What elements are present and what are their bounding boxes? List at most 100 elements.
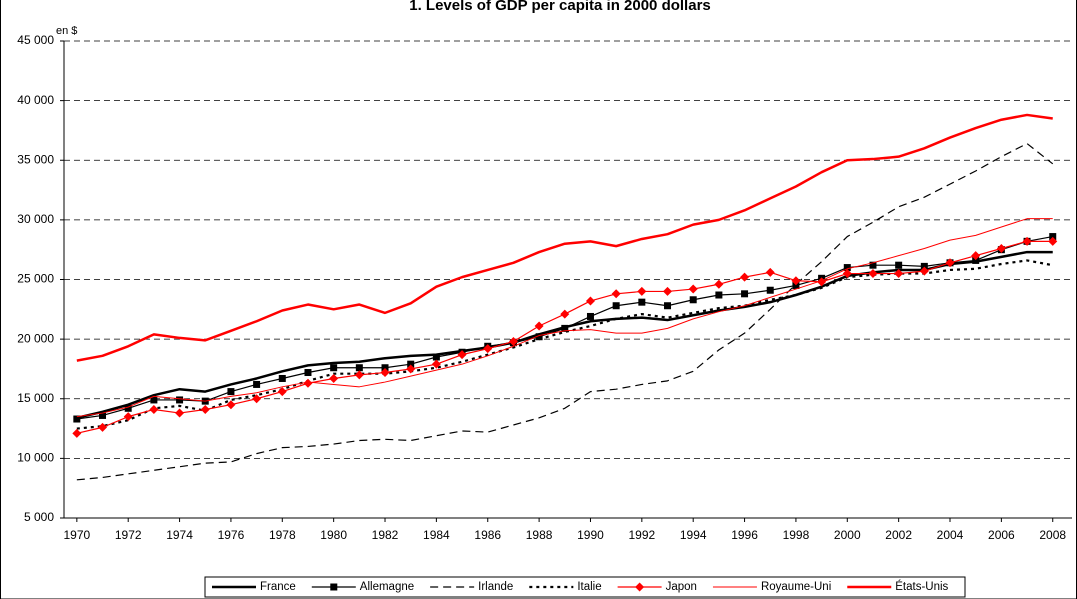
marker <box>792 281 800 289</box>
marker <box>843 264 851 272</box>
marker <box>1048 236 1058 246</box>
marker <box>175 408 185 418</box>
series <box>73 233 1057 423</box>
marker <box>766 286 774 294</box>
y-tick-label: 15 000 <box>17 391 54 405</box>
marker <box>741 290 749 298</box>
marker <box>330 583 338 591</box>
marker <box>406 364 416 374</box>
y-tick-label: 45 000 <box>17 33 54 47</box>
marker <box>72 428 82 438</box>
marker <box>868 269 878 279</box>
marker <box>688 284 698 294</box>
marker <box>73 415 81 423</box>
legend: France Allemagne Irlande Italie Japon Royaume… <box>204 576 966 598</box>
y-tick-label: 30 000 <box>17 212 54 226</box>
y-unit-label: en $ <box>56 25 77 37</box>
y-tick-label: 25 000 <box>17 272 54 286</box>
marker <box>635 582 645 592</box>
marker <box>432 353 440 361</box>
line <box>76 113 1053 362</box>
marker <box>304 369 312 377</box>
x-tick-label: 1992 <box>628 528 655 542</box>
marker <box>895 261 903 269</box>
marker <box>945 258 955 268</box>
x-tick-label: 1974 <box>166 528 193 542</box>
y-tick-label: 40 000 <box>17 93 54 107</box>
legend-label: Irlande <box>478 581 513 593</box>
x-tick-label: 1972 <box>115 528 142 542</box>
marker <box>176 396 184 404</box>
marker <box>483 344 493 354</box>
marker <box>227 388 235 396</box>
x-tick-label: 1976 <box>218 528 245 542</box>
series <box>76 142 1054 481</box>
marker <box>638 298 646 306</box>
series <box>76 113 1053 362</box>
marker <box>253 380 261 388</box>
series <box>76 259 1053 430</box>
marker <box>99 411 107 419</box>
marker <box>277 387 287 397</box>
marker <box>972 256 980 264</box>
marker <box>765 267 775 277</box>
x-tick-label: 1978 <box>269 528 296 542</box>
marker <box>381 364 389 372</box>
marker <box>380 368 390 378</box>
x-tick-label: 2008 <box>1039 528 1066 542</box>
marker <box>534 321 544 331</box>
marker <box>919 266 929 276</box>
marker <box>508 337 518 347</box>
marker <box>561 324 569 332</box>
marker <box>869 261 877 269</box>
x-tick-label: 1994 <box>680 528 707 542</box>
x-tick-label: 1990 <box>577 528 604 542</box>
marker <box>637 286 647 296</box>
legend-label: Allemagne <box>360 581 414 593</box>
line <box>76 142 1054 481</box>
marker <box>407 360 415 368</box>
marker <box>124 404 132 412</box>
marker <box>1049 233 1057 241</box>
legend-label: États-Unis <box>895 580 948 593</box>
x-tick-label: 1998 <box>783 528 810 542</box>
chart-title: 1. Levels of GDP per capita in 2000 doll… <box>409 0 711 14</box>
line <box>76 259 1053 430</box>
marker <box>329 373 339 383</box>
marker <box>714 279 724 289</box>
x-tick-label: 2000 <box>834 528 861 542</box>
x-tick-label: 1984 <box>423 528 450 542</box>
marker <box>971 251 981 261</box>
marker <box>457 350 467 360</box>
marker <box>278 374 286 382</box>
marker <box>431 359 441 369</box>
marker <box>252 394 262 404</box>
x-tick-label: 1982 <box>372 528 399 542</box>
marker <box>560 309 570 319</box>
marker <box>791 276 801 286</box>
marker <box>996 243 1006 253</box>
y-tick-label: 35 000 <box>17 152 54 166</box>
x-tick-label: 1996 <box>731 528 758 542</box>
marker <box>200 404 210 414</box>
marker <box>149 404 159 414</box>
x-tick-label: 1988 <box>526 528 553 542</box>
marker <box>663 286 673 296</box>
marker <box>664 302 672 310</box>
marker <box>842 269 852 279</box>
marker <box>1022 236 1032 246</box>
marker <box>303 378 313 388</box>
marker <box>355 364 363 372</box>
marker <box>330 364 338 372</box>
marker <box>123 412 133 422</box>
x-tick-label: 1970 <box>63 528 90 542</box>
marker <box>612 302 620 310</box>
x-tick-label: 2004 <box>937 528 964 542</box>
marker <box>586 312 594 320</box>
series <box>72 236 1058 438</box>
legend-label: Japon <box>666 581 697 593</box>
y-tick-label: 10 000 <box>17 451 54 465</box>
series <box>76 218 1053 418</box>
